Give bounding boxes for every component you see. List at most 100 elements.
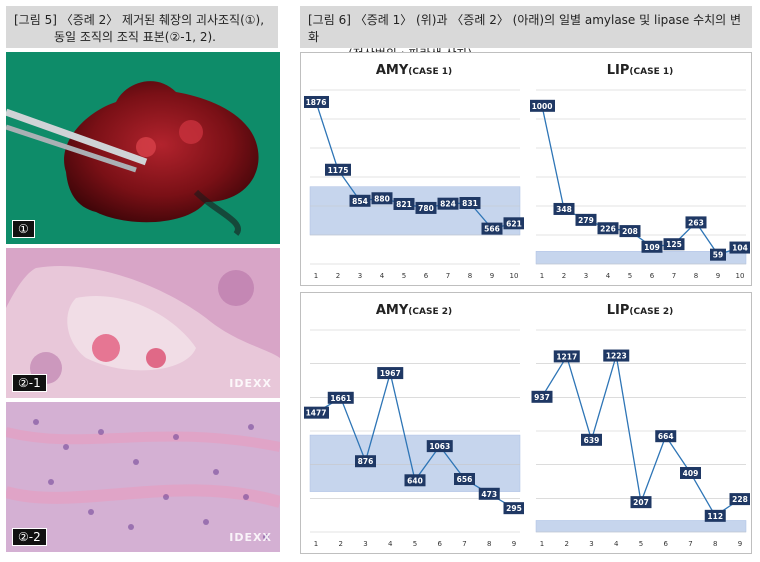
x-tick-label: 4 [380,272,385,280]
data-label: 821 [396,200,412,209]
data-label-box [581,433,602,446]
x-tick-label: 5 [413,540,417,548]
data-label: 112 [707,512,723,521]
x-tick-label: 5 [639,540,643,548]
data-label: 473 [481,490,497,499]
data-label: 228 [732,495,748,504]
x-tick-label: 2 [339,540,343,548]
x-tick-label: 2 [336,272,340,280]
data-label-box [619,225,641,238]
data-label-box [663,238,685,251]
chart-subtitle: (CASE 1) [629,67,673,77]
data-label-box [325,163,351,176]
data-label-box [327,391,354,404]
x-tick-label: 8 [468,272,472,280]
data-label: 279 [578,216,594,225]
data-label: 109 [644,243,660,252]
data-label-box [404,474,426,487]
data-label: 208 [622,227,638,236]
chart-subtitle: (CASE 1) [408,67,452,77]
data-label: 59 [713,251,723,260]
data-label: 1661 [330,394,351,403]
x-tick-label: 7 [688,540,692,548]
data-label-box [655,430,677,443]
x-tick-label: 2 [562,272,566,280]
x-tick-label: 3 [589,540,593,548]
data-label: 263 [688,218,704,227]
data-label: 656 [457,475,473,484]
x-tick-label: 9 [512,540,516,548]
data-label: 937 [534,393,550,402]
necrotic-tissue-image [6,52,280,244]
x-tick-label: 6 [650,272,655,280]
x-tick-label: 3 [358,272,362,280]
data-label: 125 [666,240,682,249]
x-tick-label: 1 [314,540,318,548]
data-label-box [454,472,475,485]
data-label-box [685,216,707,229]
data-label: 226 [600,224,616,233]
figure6-caption-line1: [그림 6] 〈증례 1〉 (위)과 〈증례 2〉 (아래)의 일별 amyla… [308,13,742,44]
x-tick-label: 8 [694,272,698,280]
data-label: 348 [556,205,572,214]
figure6-caption: [그림 6] 〈증례 1〉 (위)과 〈증례 2〉 (아래)의 일별 amyla… [300,6,752,61]
data-label-box [377,367,404,380]
data-label: 876 [358,457,374,466]
data-label-box [680,466,701,479]
x-tick-label: 4 [606,272,611,280]
x-tick-label: 5 [628,272,632,280]
chart-title: AMY(CASE 1) [376,63,452,78]
necrotic-tissue-photo: ① [6,52,280,244]
data-label: 1217 [556,352,577,361]
data-label-box [478,487,500,500]
x-tick-label: 9 [490,272,494,280]
data-label: 640 [407,476,423,485]
data-label-box [729,493,750,506]
data-label: 1876 [306,98,327,107]
series-line [541,105,741,256]
data-label-box [630,496,652,509]
data-label-box [597,222,619,235]
x-tick-label: 6 [438,540,443,548]
data-label-box [575,213,597,226]
data-label-box [393,197,415,210]
data-label: 566 [484,225,500,234]
x-tick-label: 7 [462,540,466,548]
x-tick-label: 3 [363,540,367,548]
data-label: 639 [584,436,600,445]
data-label-box [481,222,503,235]
x-tick-label: 6 [424,272,429,280]
data-label: 1000 [532,102,553,111]
x-tick-label: 9 [716,272,720,280]
normal-range-band [535,520,747,533]
data-label: 409 [683,469,699,478]
x-tick-label: 4 [388,540,393,548]
photo-label-2-2: ②-2 [12,528,47,546]
chart-title: LIP(CASE 2) [607,303,673,318]
data-label-box [553,350,580,363]
data-label-box [459,197,481,210]
data-label-box [641,240,663,253]
x-tick-label: 1 [314,272,318,280]
data-label: 780 [418,204,434,213]
x-tick-label: 7 [446,272,450,280]
data-label: 621 [506,219,522,228]
data-label-box [710,248,726,261]
data-label: 831 [462,199,478,208]
data-label: 1063 [429,442,450,451]
data-label: 1967 [380,369,401,378]
x-tick-label: 3 [584,272,588,280]
x-tick-label: 1 [540,272,544,280]
data-label: 854 [352,197,368,206]
data-label-box [530,99,555,112]
idexx-watermark-1: IDEXX [229,377,272,390]
data-label: 1477 [306,409,327,418]
data-label-box [503,217,524,230]
chart-title: AMY(CASE 2) [376,303,452,318]
data-label: 207 [633,498,649,507]
data-label-box [426,440,453,453]
x-tick-label: 5 [402,272,406,280]
data-label-box [304,406,329,419]
